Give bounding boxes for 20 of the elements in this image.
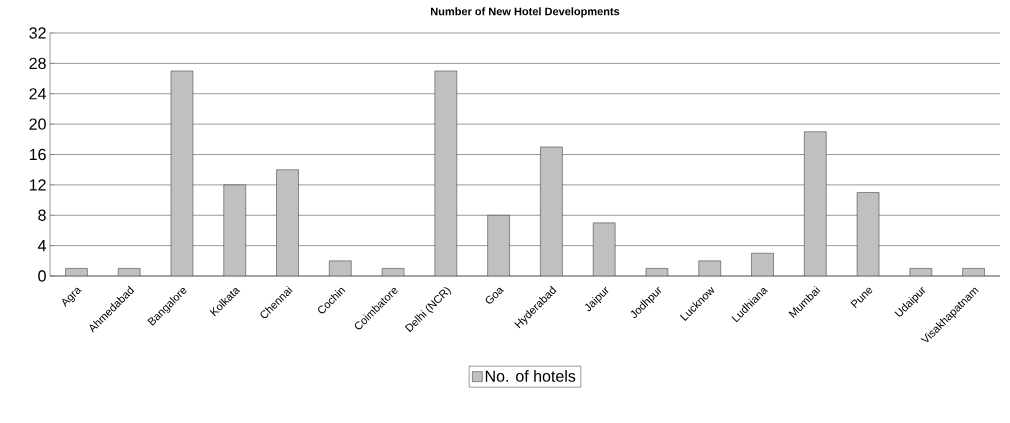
y-tick-label: 20 [29, 118, 46, 130]
y-tick-label: 32 [29, 27, 46, 39]
y-tick-label: 12 [29, 179, 46, 191]
y-tick-label: 24 [29, 88, 47, 100]
chart-title: Number of New Hotel Developments [431, 7, 620, 18]
bar [804, 131, 827, 276]
y-tick-label: 16 [29, 148, 46, 161]
x-tick-label: Goa [485, 287, 505, 304]
y-tick-label: 28 [29, 57, 46, 70]
bar [223, 184, 246, 276]
bar [170, 70, 194, 276]
bar [434, 70, 458, 276]
bar [592, 222, 616, 276]
y-tick-label: 8 [38, 209, 46, 221]
bar [540, 146, 563, 276]
y-tick-label: 0 [38, 270, 46, 282]
y-tick-label: 4 [37, 240, 47, 252]
bar [276, 169, 299, 276]
legend-label: No. of hotels [485, 370, 576, 382]
bar [487, 215, 510, 276]
